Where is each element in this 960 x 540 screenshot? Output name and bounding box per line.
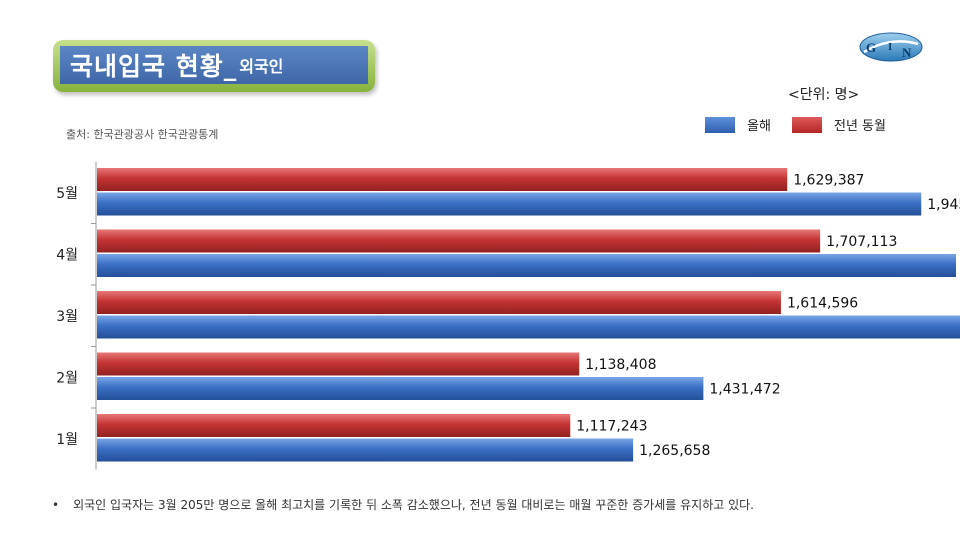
bar-current-year <box>97 377 704 400</box>
bar-previous-year <box>97 352 580 376</box>
legend-swatch-previous <box>792 116 822 133</box>
page-subtitle: 외국인 <box>239 57 284 76</box>
svg-text:I: I <box>888 41 892 53</box>
legend-label-current: 올해 <box>747 119 771 134</box>
legend-label-previous: 전년 동월 <box>834 119 886 134</box>
category-label: 4월 <box>56 247 78 263</box>
page-title: 국내입국 현황_ <box>70 52 238 81</box>
bar-previous-year <box>97 291 781 314</box>
category-label: 1월 <box>56 432 78 448</box>
data-label: 1,945,809 <box>927 197 960 213</box>
bar-previous-year <box>97 229 821 253</box>
bar-current-year <box>97 254 957 277</box>
gin-logo-icon: G I N <box>859 32 923 62</box>
svg-text:G: G <box>866 40 876 55</box>
bar-current-year <box>97 315 960 339</box>
source-label: 출처: 한국관광공사 한국관광통계 <box>66 128 219 141</box>
data-label: 1,629,387 <box>793 173 864 189</box>
data-label: 1,431,472 <box>709 382 780 398</box>
data-label: 1,707,113 <box>826 234 897 250</box>
svg-text:N: N <box>902 45 912 60</box>
bar-previous-year <box>97 414 571 437</box>
unit-label: <단위: 명> <box>788 87 860 103</box>
data-label: 1,138,408 <box>585 357 656 373</box>
legend-swatch-current <box>705 116 735 133</box>
bar-current-year <box>97 438 634 462</box>
footnote: • 외국인 입국자는 3월 205만 명으로 올해 최고치를 기록한 뒤 소폭 감… <box>52 496 754 513</box>
title-inner: 국내입국 현황_ 외국인 <box>60 46 368 84</box>
bar-previous-year <box>97 168 788 191</box>
legend-item-current: 올해 <box>705 115 771 134</box>
title-banner: 국내입국 현황_ 외국인 <box>53 40 375 92</box>
legend-item-previous: 전년 동월 <box>792 115 886 134</box>
bullet-icon: • <box>52 498 60 512</box>
category-label: 5월 <box>56 186 78 202</box>
data-label: 1,117,243 <box>576 419 647 435</box>
data-label: 1,265,658 <box>639 443 710 459</box>
bar-current-year <box>97 192 922 216</box>
category-label: 2월 <box>56 370 78 386</box>
category-label: 3월 <box>56 309 78 325</box>
data-label: 1,614,596 <box>787 296 858 312</box>
footnote-text: 외국인 입국자는 3월 205만 명으로 올해 최고치를 기록한 뒤 소폭 감소… <box>73 498 754 512</box>
